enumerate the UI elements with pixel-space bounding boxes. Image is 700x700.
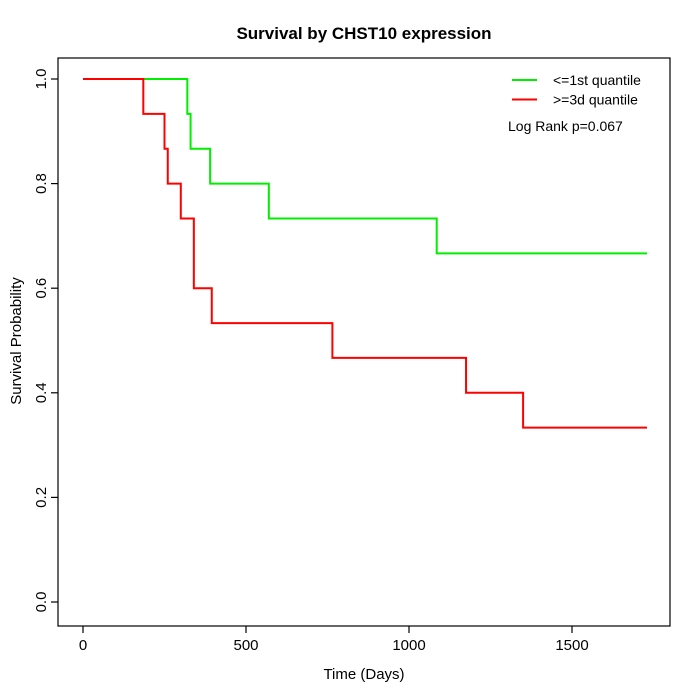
km-curve-low-expression — [83, 78, 647, 255]
chart-title: Survival by CHST10 expression — [236, 24, 491, 43]
logrank-annotation: Log Rank p=0.067 — [508, 118, 623, 134]
x-axis-label: Time (Days) — [323, 666, 404, 683]
y-tick-label: 0.2 — [33, 487, 50, 508]
km-curve-high-expression — [83, 78, 647, 429]
legend: <=1st quantile >=3d quantile — [512, 72, 641, 108]
x-tick-label: 1000 — [392, 637, 425, 654]
y-tick-label: 1.0 — [33, 69, 50, 90]
series-lines — [83, 78, 647, 429]
y-tick-label: 0.4 — [33, 382, 50, 403]
legend-item-label: >=3d quantile — [553, 92, 638, 108]
x-tick-label: 500 — [233, 637, 258, 654]
y-axis: 0.0 0.2 0.4 0.6 0.8 1.0 — [33, 69, 58, 613]
y-tick-label: 0.8 — [33, 173, 50, 194]
x-tick-label: 1500 — [555, 637, 588, 654]
y-tick-label: 0.0 — [33, 592, 50, 613]
plot-border — [57, 57, 671, 627]
y-tick-label: 0.6 — [33, 278, 50, 299]
y-axis-label: Survival Probability — [8, 277, 25, 405]
x-axis: 0 500 1000 1500 — [79, 626, 589, 654]
legend-item-label: <=1st quantile — [553, 72, 641, 88]
x-tick-label: 0 — [79, 637, 87, 654]
